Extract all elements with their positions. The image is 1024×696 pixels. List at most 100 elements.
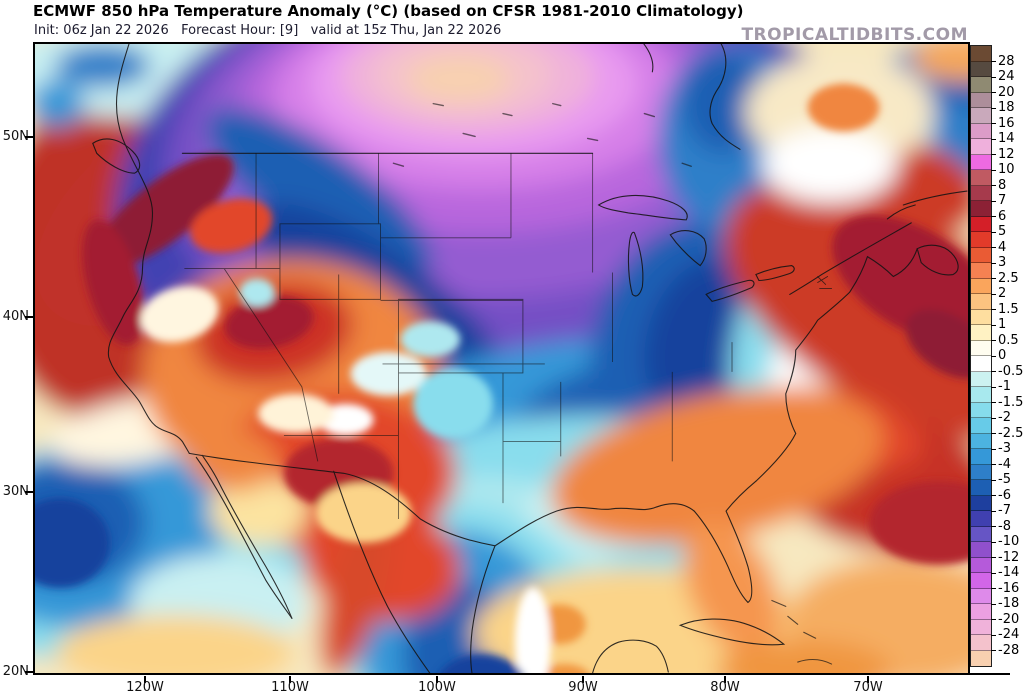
colorbar-tick xyxy=(991,107,996,109)
init-forecast-line: Init: 06z Jan 22 2026 Forecast Hour: [9]… xyxy=(34,23,502,38)
gaspe-peninsula xyxy=(886,204,916,220)
colorbar-swatch xyxy=(971,294,991,310)
colorbar-swatch xyxy=(971,418,991,434)
colorbar-tick xyxy=(991,603,996,605)
colorbar-tick xyxy=(991,216,996,217)
colorbar-label: -28 xyxy=(998,642,1020,658)
colorbar-swatch xyxy=(971,139,991,155)
colorbar-tick xyxy=(991,572,996,574)
colorbar-tick xyxy=(991,526,996,527)
colorbar-tick xyxy=(991,92,996,93)
colorbar-label: -1.5 xyxy=(998,394,1024,410)
lake-superior xyxy=(597,194,688,221)
lake-erie xyxy=(705,279,755,302)
colorbar-swatch xyxy=(971,92,991,108)
x-axis-tick xyxy=(582,676,584,683)
anomaly-field xyxy=(35,44,968,673)
colorbar-swatch xyxy=(971,356,991,372)
st-lawrence-south-shore xyxy=(789,222,912,295)
x-axis-label: 100W xyxy=(418,680,456,695)
colorbar-label: -14 xyxy=(998,565,1020,580)
baja-east-coast xyxy=(201,454,293,619)
station-mark xyxy=(817,276,833,289)
colorbar-label: -1 xyxy=(998,379,1011,394)
mexico-pacific-coast xyxy=(333,470,431,673)
x-axis-label: 110W xyxy=(271,680,309,695)
vancouver-island xyxy=(92,138,141,174)
colorbar-tick xyxy=(991,371,996,372)
baja-west-coast xyxy=(195,456,293,619)
colorbar-label: 5 xyxy=(998,224,1007,239)
colorbar-tick xyxy=(991,619,996,620)
colorbar-swatch xyxy=(971,371,991,387)
james-bay-shore xyxy=(709,44,741,150)
colorbar-swatch xyxy=(971,185,991,201)
colorbar-tick xyxy=(991,185,996,186)
colorbar-swatch xyxy=(971,387,991,403)
colorbar-label: 14 xyxy=(998,131,1015,146)
colorbar-label: 2 xyxy=(998,286,1007,301)
colorbar-swatch xyxy=(971,278,991,294)
st-lawrence-north-shore xyxy=(902,190,968,206)
colorbar-swatch xyxy=(971,619,991,635)
colorbar-swatch xyxy=(971,526,991,542)
anomaly-map xyxy=(35,44,968,673)
colorbar-swatch xyxy=(971,154,991,170)
colorbar-swatch xyxy=(971,449,991,465)
colorbar-label: 28 xyxy=(998,53,1015,69)
colorbar-label: 2.5 xyxy=(998,270,1019,286)
colorbar-label: -3 xyxy=(998,441,1011,456)
colorbar-tick xyxy=(991,588,996,589)
colorbar-label: -2.5 xyxy=(998,425,1024,441)
colorbar-tick xyxy=(991,231,996,233)
colorbar-tick xyxy=(991,417,996,419)
colorbar-label: -2 xyxy=(998,410,1011,425)
colorbar-tick xyxy=(991,324,996,326)
colorbar-label: 20 xyxy=(998,84,1015,100)
cuba xyxy=(678,618,786,646)
tropicaltidbits-watermark: TROPICALTIDBITS.COM xyxy=(741,25,968,45)
colorbar-swatch xyxy=(971,433,991,449)
geo-borders xyxy=(92,44,968,673)
y-axis-tick xyxy=(25,136,33,138)
colorbar-swatch xyxy=(971,464,991,480)
colorbar-label: 3 xyxy=(998,255,1007,270)
colorbar-swatch xyxy=(971,201,991,217)
colorbar-tick xyxy=(991,123,996,124)
colorbar-swatch xyxy=(971,511,991,527)
colorbar-swatch xyxy=(971,588,991,604)
colorbar-tick xyxy=(991,402,996,403)
mexico-gulf-coast xyxy=(470,545,496,673)
colorbar-swatch xyxy=(971,402,991,418)
atlantic-coastline xyxy=(755,248,918,482)
colorbar-tick xyxy=(991,138,996,140)
colorbar-swatch xyxy=(971,573,991,589)
x-axis-tick xyxy=(724,676,726,683)
colorbar-label: 16 xyxy=(998,115,1015,131)
colorbar-tick xyxy=(991,557,996,558)
y-axis-label: 50N xyxy=(2,129,29,144)
colorbar xyxy=(970,45,992,667)
state-borders xyxy=(184,153,733,519)
x-axis-label: 90W xyxy=(568,680,598,695)
colorbar-label: -18 xyxy=(998,596,1020,611)
colorbar-tick xyxy=(991,634,996,636)
colorbar-swatch xyxy=(971,480,991,496)
colorbar-label: 24 xyxy=(998,69,1015,84)
map-frame xyxy=(33,42,970,675)
y-axis-label: 30N xyxy=(2,484,29,499)
lake-michigan xyxy=(627,231,644,297)
colorbar-swatch xyxy=(971,650,991,666)
nova-scotia xyxy=(916,244,959,276)
lake-huron xyxy=(669,230,707,267)
colorbar-tick xyxy=(991,76,996,78)
colorbar-label: -16 xyxy=(998,580,1020,596)
pacific-coastline xyxy=(107,44,190,454)
axis-baseline-extension xyxy=(970,673,1010,675)
colorbar-label: -7 xyxy=(998,503,1011,518)
colorbar-label: -8 xyxy=(998,518,1011,534)
colorbar-swatch xyxy=(971,123,991,139)
colorbar-label: -5 xyxy=(998,472,1011,487)
colorbar-tick xyxy=(991,247,996,248)
colorbar-tick xyxy=(991,278,996,279)
